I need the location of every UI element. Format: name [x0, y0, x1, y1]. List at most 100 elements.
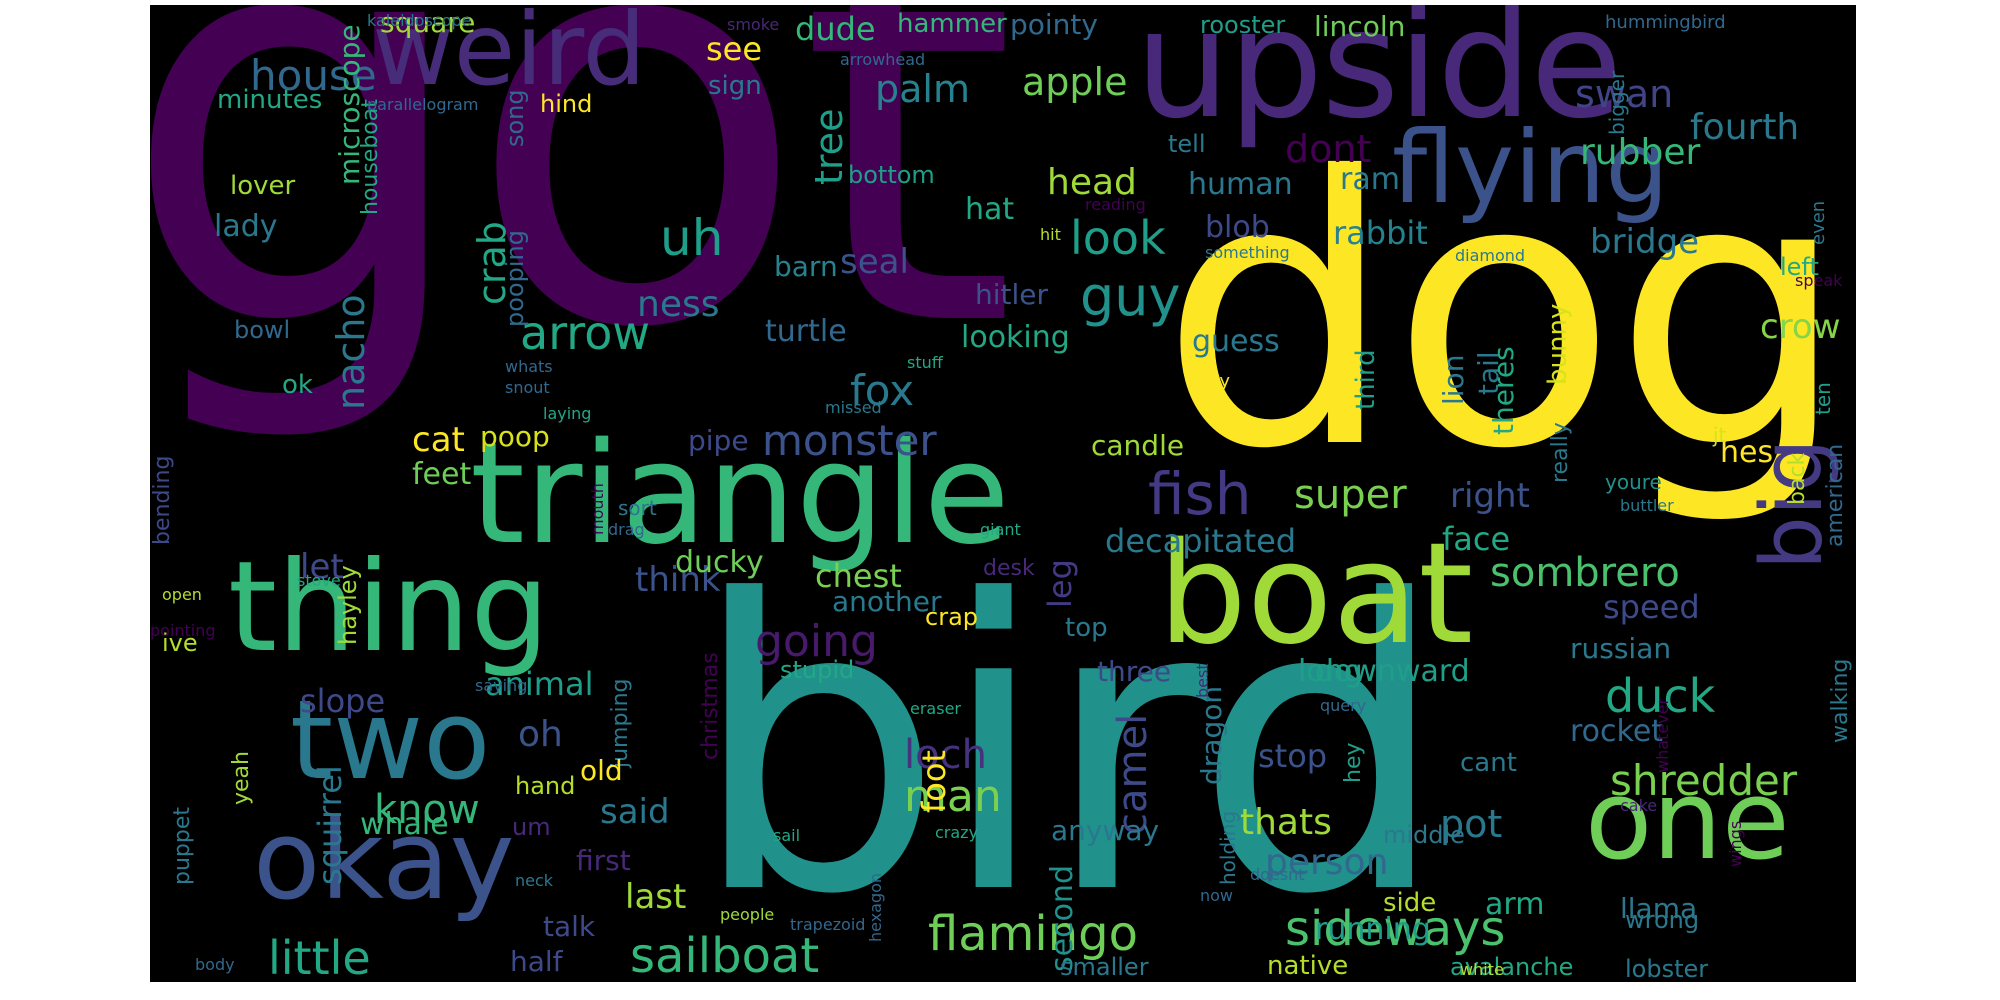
word: looking	[961, 320, 1070, 355]
word: lion	[1437, 354, 1470, 405]
word: flying	[1392, 109, 1669, 226]
word: jt	[1713, 423, 1727, 447]
word: yeah	[229, 751, 254, 805]
word: guess	[1192, 324, 1280, 359]
word: talk	[543, 910, 596, 943]
word: native	[1267, 951, 1349, 981]
word: triangle	[470, 413, 1010, 576]
word: top	[1065, 613, 1108, 643]
word: leg	[1041, 559, 1079, 608]
word: left	[1780, 253, 1819, 281]
word: pointing	[150, 621, 216, 640]
word: trapezoid	[790, 915, 866, 934]
word: blob	[1205, 210, 1270, 245]
word: missed	[825, 398, 882, 417]
word: sail	[773, 826, 801, 845]
word: mouth	[588, 483, 607, 535]
word: bending	[150, 455, 175, 545]
word: hind	[540, 90, 593, 118]
word: query	[1320, 696, 1367, 715]
word: okay	[253, 796, 515, 924]
word: hitler	[975, 278, 1049, 311]
word: said	[600, 792, 670, 832]
word: speak	[1795, 271, 1843, 290]
word: dude	[795, 10, 876, 48]
word: cake	[1620, 796, 1658, 815]
word: ten	[1811, 382, 1835, 415]
word: whats	[505, 357, 553, 376]
word: decapitated	[1105, 522, 1297, 560]
word: crazy	[935, 823, 979, 842]
word: flamingo	[928, 906, 1138, 962]
word: wings	[1726, 820, 1745, 867]
word: open	[162, 585, 202, 604]
word: human	[1188, 167, 1293, 202]
word: body	[195, 955, 235, 974]
word: minutes	[217, 85, 323, 115]
word: know	[374, 787, 480, 833]
word: animal	[485, 665, 594, 703]
word: diamond	[1455, 246, 1526, 265]
word: theres	[1487, 346, 1520, 435]
word: kaleidoscope	[367, 11, 472, 30]
word: white	[1460, 960, 1504, 979]
word: tree	[807, 108, 851, 185]
word: downward	[1315, 654, 1470, 689]
word: chest	[815, 557, 902, 595]
word: crap	[925, 603, 979, 631]
word: boat	[1158, 513, 1474, 676]
word: lover	[230, 171, 296, 201]
word: ducky	[675, 545, 764, 580]
word: thing	[228, 535, 550, 680]
word: bird	[690, 517, 1448, 982]
word: puppet	[170, 807, 195, 885]
word: russian	[1570, 632, 1672, 665]
word: um	[512, 813, 551, 841]
word: thats	[1240, 802, 1332, 843]
word: now	[1200, 886, 1234, 905]
word: ram	[1340, 162, 1400, 197]
word: sign	[708, 71, 762, 101]
word: hit	[1040, 225, 1061, 244]
word: hexagon	[866, 872, 885, 942]
word: monster	[762, 416, 937, 465]
word: look	[1070, 211, 1166, 265]
word: sombrero	[1490, 550, 1680, 596]
word: right	[1450, 476, 1530, 516]
word: rubber	[1580, 132, 1701, 173]
word: square	[380, 6, 476, 39]
word: christmas	[698, 652, 723, 760]
word: barn	[774, 250, 838, 283]
word: lady	[214, 209, 278, 244]
word: buttler	[1620, 496, 1674, 515]
word: saying	[475, 676, 528, 695]
word: something	[1205, 243, 1290, 262]
word: eraser	[910, 699, 961, 718]
word: pot	[1440, 802, 1503, 846]
word: palm	[875, 67, 970, 111]
word: hey	[1341, 742, 1366, 784]
word: person	[1265, 842, 1389, 883]
word: crow	[1760, 307, 1841, 347]
word: neck	[515, 871, 554, 890]
word: llama	[1620, 892, 1698, 925]
word: lobster	[1625, 955, 1709, 982]
word: dog	[1160, 100, 1848, 530]
word: side	[1383, 888, 1437, 918]
word: got	[150, 5, 1018, 451]
word: face	[1442, 520, 1511, 558]
word: bowl	[234, 316, 291, 344]
word: hat	[965, 192, 1015, 227]
word: best	[1193, 663, 1212, 698]
word: people	[720, 905, 775, 924]
word: rooster	[1200, 11, 1286, 39]
word: going	[755, 616, 878, 667]
word: stove	[297, 571, 341, 590]
word: foot	[915, 750, 953, 813]
word: avalanche	[1450, 953, 1574, 981]
word: bigger	[1605, 70, 1629, 135]
word: little	[268, 931, 371, 982]
word: feet	[412, 457, 472, 492]
word: really	[1548, 422, 1573, 483]
word: seal	[840, 242, 909, 282]
